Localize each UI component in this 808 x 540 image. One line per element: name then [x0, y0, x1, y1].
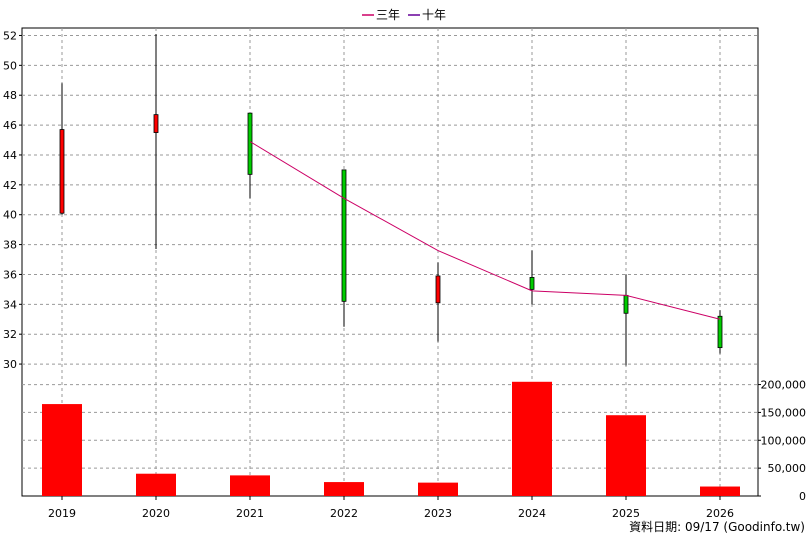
price-tick-label: 46 — [3, 119, 17, 132]
candle-body — [435, 275, 441, 304]
price-tick-label: 42 — [3, 179, 17, 192]
volume-tick-label: 0 — [799, 490, 806, 503]
price-tick-label: 34 — [3, 298, 17, 311]
legend-ten-year-label: 十年 — [422, 8, 446, 22]
grid — [22, 28, 758, 496]
volume-bar — [42, 404, 82, 496]
year-tick-label: 2019 — [48, 507, 76, 520]
candlesticks — [59, 33, 723, 366]
price-tick-label: 50 — [3, 59, 17, 72]
price-tick-label: 44 — [3, 149, 17, 162]
price-tick-label: 48 — [3, 89, 17, 102]
year-axis: 2019 2020 2021 2022 2023 2024 2025 2026 — [48, 496, 734, 520]
volume-axis: 0 50,000 100,000 150,000 200,000 — [758, 379, 806, 503]
price-tick-label: 36 — [3, 268, 17, 281]
volume-tick-label: 100,000 — [761, 434, 807, 447]
price-tick-label: 32 — [3, 328, 17, 341]
candle-body — [529, 277, 535, 290]
candle-body — [59, 129, 65, 214]
volume-bar — [136, 473, 176, 496]
candle-body — [623, 294, 629, 314]
volume-bars — [42, 381, 740, 496]
volume-bar — [512, 381, 552, 496]
volume-bar — [700, 486, 740, 496]
price-tick-label: 38 — [3, 239, 17, 252]
three-year-line — [249, 141, 721, 320]
price-tick-label: 40 — [3, 209, 17, 222]
volume-bar — [606, 415, 646, 496]
year-tick-label: 2025 — [612, 507, 640, 520]
price-tick-label: 52 — [3, 29, 17, 42]
year-tick-label: 2024 — [518, 507, 546, 520]
moving-average-lines — [249, 141, 721, 320]
year-tick-label: 2022 — [330, 507, 358, 520]
legend-three-year-label: 三年 — [376, 8, 400, 22]
year-tick-label: 2020 — [142, 507, 170, 520]
year-tick-label: 2026 — [706, 507, 734, 520]
price-axis: 30 32 34 36 38 40 42 44 46 48 50 52 — [3, 29, 22, 371]
year-tick-label: 2023 — [424, 507, 452, 520]
year-tick-label: 2021 — [236, 507, 264, 520]
candle-body — [717, 315, 723, 349]
plot-frame — [21, 27, 759, 497]
candle-body — [341, 169, 347, 302]
legend: 三年 十年 — [362, 8, 446, 22]
candle-body — [153, 114, 159, 133]
data-date-footer: 資料日期: 09/17 (Goodinfo.tw) — [629, 520, 805, 534]
volume-tick-label: 200,000 — [761, 379, 807, 392]
volume-bar — [418, 482, 458, 496]
volume-tick-label: 150,000 — [761, 406, 807, 419]
volume-bar — [324, 482, 364, 496]
price-tick-label: 30 — [3, 358, 17, 371]
volume-bar — [230, 475, 270, 496]
candle-body — [247, 112, 253, 175]
volume-tick-label: 50,000 — [768, 462, 807, 475]
